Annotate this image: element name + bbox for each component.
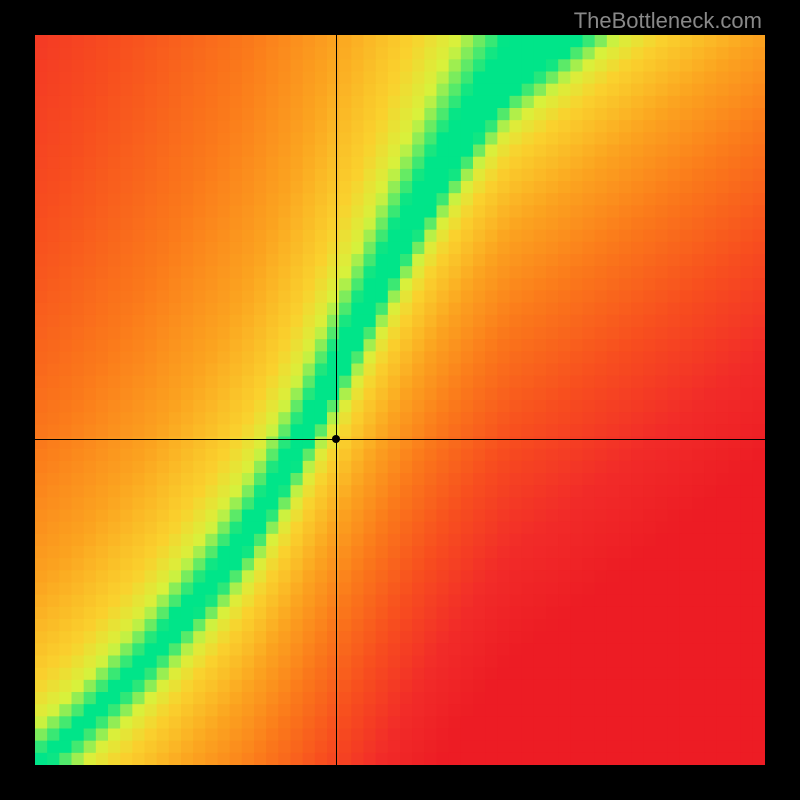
chart-container: TheBottleneck.com: [0, 0, 800, 800]
heatmap-plot: [35, 35, 765, 765]
data-point-marker: [332, 435, 340, 443]
crosshair-vertical: [336, 35, 337, 765]
heatmap-canvas: [35, 35, 765, 765]
watermark-text: TheBottleneck.com: [574, 8, 762, 34]
crosshair-horizontal: [35, 439, 765, 440]
